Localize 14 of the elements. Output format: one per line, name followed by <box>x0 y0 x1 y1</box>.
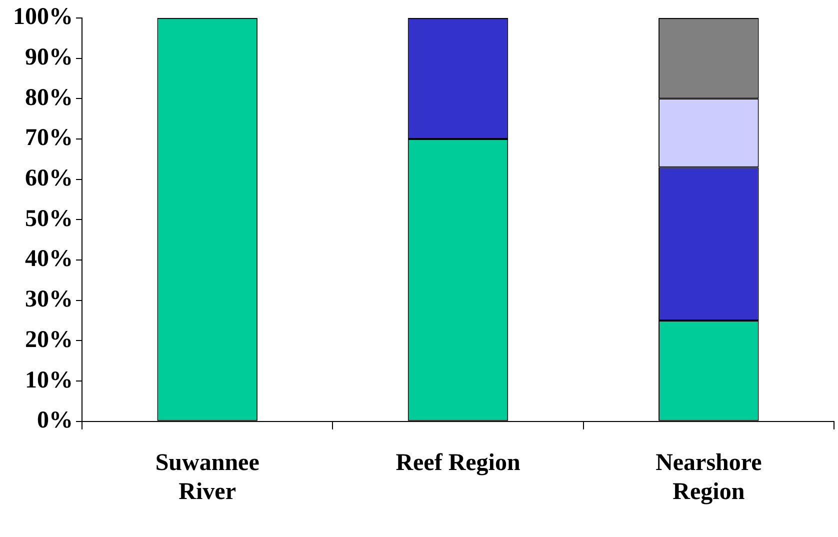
y-tick-label: 0% <box>37 408 73 434</box>
x-tick-label: Suwannee River <box>155 450 260 505</box>
y-tick-label: 30% <box>25 286 73 313</box>
y-tick-label: 10% <box>25 367 73 394</box>
y-tick-label: 50% <box>25 206 73 232</box>
y-tick-label: 100% <box>13 4 73 30</box>
y-tick-label: 80% <box>25 84 73 111</box>
y-tick-label: 60% <box>25 166 73 192</box>
x-tick-label: Nearshore Region <box>656 450 762 505</box>
y-tick-label: 90% <box>25 44 73 71</box>
y-tick-label: 40% <box>25 246 73 272</box>
y-tick-label: 20% <box>25 326 73 353</box>
x-tick-label: Reef Region <box>396 450 520 476</box>
y-tick-label: 70% <box>25 125 73 152</box>
